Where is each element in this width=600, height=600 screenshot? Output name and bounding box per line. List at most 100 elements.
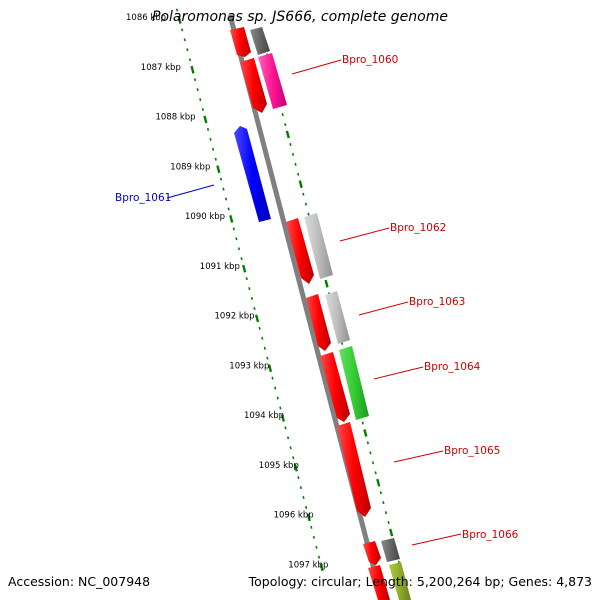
label-bpro-1066[interactable]: Bpro_1066: [462, 529, 519, 541]
genome-summary-label: Topology: circular; Length: 5,200,264 bp…: [248, 574, 592, 589]
left-track-minor-tick: [209, 137, 212, 141]
right-track-minor-tick: [366, 441, 369, 445]
gene-labels: Bpro_1060 Bpro_1061 Bpro_1062 Bpro_1063 …: [115, 54, 519, 541]
right-track-minor-tick: [284, 123, 287, 127]
gene-1065-cds-arrow[interactable]: [337, 422, 371, 517]
left-track-minor-tick: [248, 287, 251, 291]
label-bpro-1065[interactable]: Bpro_1065: [444, 445, 500, 457]
leader-bpro-1062: [339, 227, 390, 242]
left-track-minor-tick: [193, 78, 197, 82]
gene-features: [230, 27, 411, 600]
left-track-minor-tick: [199, 98, 202, 102]
left-track-minor-tick: [310, 525, 313, 529]
gene-1061-reverse-arrow[interactable]: [234, 126, 271, 222]
right-track-minor-tick: [371, 461, 375, 465]
gene-cds-arrow[interactable]: [320, 352, 350, 422]
gene-cds-arrow[interactable]: [363, 541, 381, 565]
left-track-minor-tick: [258, 326, 261, 330]
right-track-minor-tick: [297, 172, 300, 176]
gene-1066-dark-feature[interactable]: [381, 538, 400, 562]
left-track-minor-tick: [232, 227, 235, 231]
left-tick-track: [175, 8, 324, 572]
left-track-minor-tick: [201, 107, 204, 112]
gene-1064-green-feature[interactable]: [339, 346, 369, 420]
left-track-minor-tick: [299, 486, 303, 490]
left-track-minor-tick: [292, 456, 295, 460]
right-track-minor-tick: [302, 192, 305, 196]
gene-1060-pink-feature[interactable]: [258, 53, 287, 109]
left-track-minor-tick: [276, 396, 279, 400]
gene-cds-arrow[interactable]: [368, 565, 390, 600]
left-track-major-tick: [177, 15, 182, 24]
leader-bpro-1060: [291, 59, 342, 75]
gene-1060-dark-feature[interactable]: [250, 27, 270, 55]
right-track-major-tick: [376, 478, 381, 487]
left-track-minor-tick: [214, 157, 217, 161]
left-track-minor-tick: [227, 207, 230, 211]
gene-cds-arrow[interactable]: [286, 218, 314, 284]
left-track-minor-tick: [305, 505, 308, 510]
kbp-label: 1095 kbp: [259, 461, 299, 471]
left-track-minor-tick: [284, 426, 287, 430]
kbp-label: 1092 kbp: [215, 312, 255, 322]
map-title: Polaromonas sp. JS666, complete genome: [152, 9, 448, 25]
right-track-minor-tick: [291, 152, 295, 156]
left-track-minor-tick: [222, 187, 225, 191]
left-track-minor-tick: [188, 58, 192, 62]
left-track-major-tick: [254, 314, 260, 323]
gene-1063-gray-feature[interactable]: [325, 291, 350, 344]
right-track-major-tick: [298, 180, 303, 189]
left-track-major-tick: [229, 214, 234, 223]
kbp-label: 1086 kbp: [126, 13, 166, 23]
left-track-major-tick: [267, 364, 273, 373]
left-track-minor-tick: [245, 277, 248, 281]
leader-bpro-1066: [411, 533, 462, 546]
label-bpro-1062[interactable]: Bpro_1062: [390, 222, 446, 234]
left-track-minor-tick: [183, 38, 186, 42]
left-track-minor-tick: [196, 88, 199, 92]
right-track-minor-tick: [379, 491, 382, 495]
leader-bpro-1061: [166, 184, 215, 199]
left-track-minor-tick: [271, 376, 274, 380]
gene-label-leaders: [166, 59, 462, 546]
right-track-major-tick: [389, 528, 394, 537]
leader-bpro-1063: [358, 301, 409, 316]
left-track-major-tick: [306, 513, 311, 522]
right-track-major-tick: [363, 429, 368, 437]
left-track-major-tick: [293, 463, 298, 472]
left-track-minor-tick: [224, 197, 228, 201]
right-track-minor-tick: [294, 162, 297, 166]
kbp-label: 1088 kbp: [156, 113, 196, 123]
kbp-label: 1091 kbp: [200, 262, 240, 272]
left-track-minor-tick: [315, 545, 318, 549]
left-track-minor-tick: [237, 247, 241, 251]
left-track-major-tick: [280, 414, 285, 422]
left-track-major-tick: [242, 264, 247, 273]
label-bpro-1060[interactable]: Bpro_1060: [342, 54, 398, 66]
gene-cds-arrow[interactable]: [240, 58, 267, 113]
left-track-minor-tick: [266, 356, 269, 360]
right-track-minor-tick: [387, 520, 390, 525]
right-track-major-tick: [324, 279, 329, 288]
gene-cds-arrow[interactable]: [306, 294, 331, 351]
left-track-minor-tick: [312, 535, 315, 539]
right-track-minor-tick: [304, 202, 307, 206]
gene-1062-gray-feature[interactable]: [304, 213, 333, 279]
kbp-label: 1089 kbp: [170, 162, 210, 172]
left-track-minor-tick: [186, 48, 189, 52]
right-track-minor-tick: [307, 212, 310, 216]
right-track-minor-tick: [384, 511, 388, 515]
left-track-minor-tick: [212, 147, 215, 151]
kbp-label: 1093 kbp: [229, 361, 269, 371]
label-bpro-1061[interactable]: Bpro_1061: [115, 192, 171, 204]
left-track-minor-tick: [250, 297, 253, 300]
gene-1066-olive-feature[interactable]: [389, 562, 411, 600]
right-track-minor-tick: [289, 142, 292, 147]
left-track-minor-tick: [317, 555, 321, 559]
left-track-minor-tick: [302, 495, 305, 500]
gene-cds-arrow[interactable]: [230, 27, 251, 57]
label-bpro-1063[interactable]: Bpro_1063: [409, 296, 465, 308]
left-track-minor-tick: [253, 307, 256, 310]
label-bpro-1064[interactable]: Bpro_1064: [424, 361, 481, 373]
